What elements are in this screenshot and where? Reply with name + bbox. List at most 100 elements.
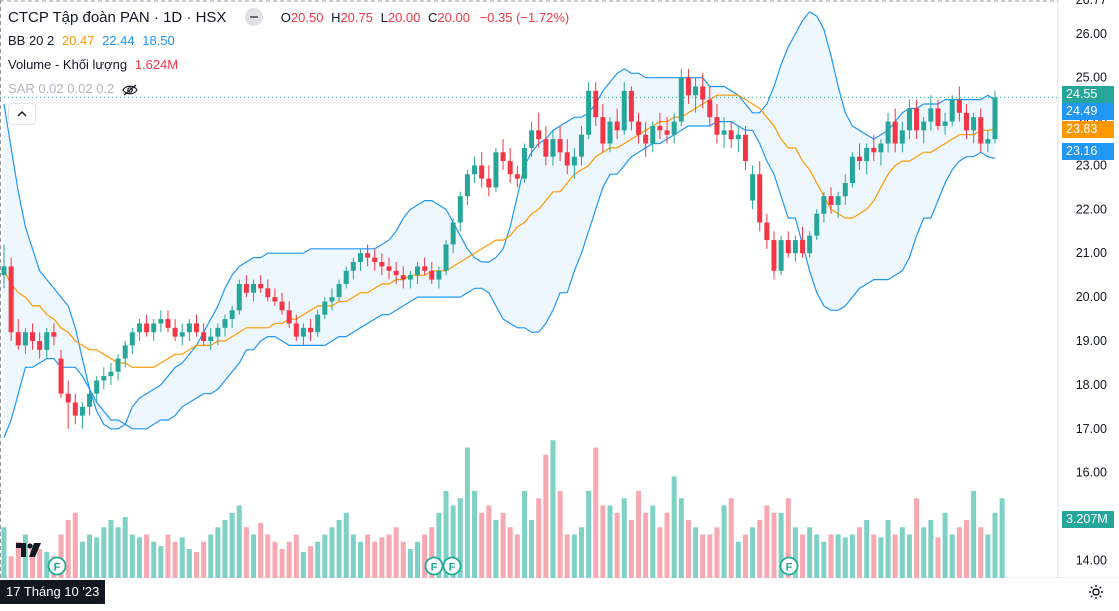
price-tick-label: 22.00 [1076,202,1107,216]
volume-bar [379,537,385,578]
volume-bar [479,512,485,578]
candle-body [529,130,535,148]
volume-bar [999,498,1005,578]
candle-body [251,283,257,293]
volume-bar [201,541,207,578]
candle-body [222,319,228,328]
volume-bar [971,491,977,578]
symbol-title[interactable]: CTCP Tập đoàn PAN · 1D · HSX [8,8,227,26]
candle-body [628,90,634,122]
candle-body [764,222,770,241]
volume-bar [393,527,399,578]
volume-bar [714,527,720,578]
candle-body [122,345,128,359]
volume-bar [607,505,613,578]
candle-body [750,174,756,201]
candle-body [65,393,71,403]
candle-body [864,147,870,162]
event-marker-icon[interactable]: F [424,556,444,576]
event-marker-icon[interactable]: F [47,556,67,576]
tradingview-logo-icon[interactable] [14,540,42,560]
price-tick-label: 18.00 [1076,378,1107,392]
candle-body [636,121,642,135]
candle-body [315,314,321,333]
volume-bar [222,520,228,578]
candle-body [201,332,207,342]
volume-bar [628,520,634,578]
price-axis-label: 23.16 [1062,143,1114,160]
price-axis-label: 24.49 [1062,103,1114,120]
event-marker-icon[interactable]: F [442,556,462,576]
candle-body [835,196,841,205]
candle-body [963,112,969,131]
candle-body [571,156,577,166]
sar-label: SAR 0.02 0.02 0.2 [8,81,115,96]
candle-body [564,152,570,166]
candle-body [771,240,777,271]
ohlc-open: 20.50 [290,9,324,25]
volume-bar [115,527,121,578]
price-tick-label: 25.00 [1076,71,1107,85]
volume-bar [450,505,456,578]
volume-bar [771,512,777,578]
candle-body [871,147,877,153]
volume-bar [243,527,249,578]
volume-bar [122,517,128,578]
price-tick-label: 19.00 [1076,334,1107,348]
bb-upper-value: 22.44 [102,33,135,48]
candle-body [536,130,542,140]
candle-body [343,270,349,284]
candle-body [350,262,356,271]
bollinger-lower-line [3,121,996,438]
volume-bar [136,537,142,578]
candle-body [707,99,713,118]
bb-legend[interactable]: BB 20 2 20.47 22.44 18.50 [8,33,175,48]
candle-body [664,130,670,135]
volume-bar [871,534,877,578]
candle-body [129,332,135,346]
volume-bar [158,546,164,578]
minus-icon[interactable] [244,8,263,26]
volume-bar [956,527,962,578]
volume-bar [543,454,549,578]
volume-bar [372,541,378,578]
candle-body [621,90,627,131]
volume-bar [942,512,948,578]
volume-bar [1,527,7,578]
event-marker-label: F [54,562,61,574]
event-marker-icon[interactable]: F [779,556,799,576]
volume-bar [849,534,855,578]
volume-bar [578,527,584,578]
volume-legend[interactable]: Volume - Khối lượng 1.624M [8,57,178,72]
sar-legend[interactable]: SAR 0.02 0.02 0.2 [8,81,138,96]
eye-off-icon[interactable] [122,84,138,96]
candle-body [415,266,421,276]
candle-body [557,139,563,153]
candle-body [357,253,363,263]
volume-bar [571,534,577,578]
volume-bar [279,549,285,578]
volume-bar [179,537,185,578]
candle-body [429,270,435,280]
collapse-legend-button[interactable] [8,103,36,125]
event-marker-circle [779,556,799,576]
candle-body [336,283,342,298]
volume-bar [15,541,21,578]
gear-icon[interactable] [1088,584,1104,600]
event-marker-circle [424,556,444,576]
event-marker-circle [47,556,67,576]
volume-bar [144,534,150,578]
candle-body [179,332,185,337]
candle-body [949,99,955,122]
candle-body [514,174,520,179]
price-tick-label: 16.00 [1076,466,1107,480]
bollinger-band-fill [4,11,995,438]
candle-body [15,332,21,346]
volume-bar [735,541,741,578]
volume-bar [208,534,214,578]
candle-body [407,275,413,280]
candle-body [308,327,314,333]
time-axis[interactable] [0,578,1119,606]
